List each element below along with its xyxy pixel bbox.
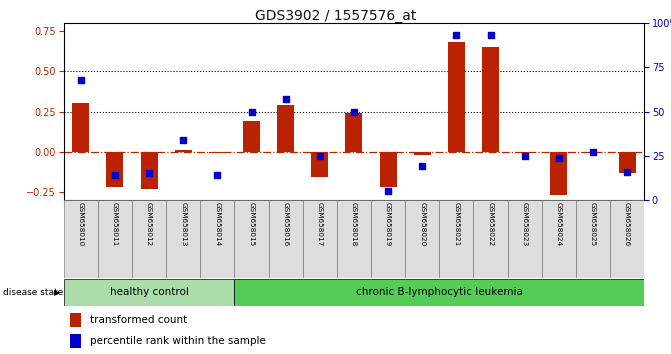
Bar — [541, 200, 576, 278]
Text: GSM658012: GSM658012 — [146, 202, 152, 247]
Point — [280, 96, 291, 102]
Point — [349, 109, 360, 114]
Text: GSM658022: GSM658022 — [488, 202, 494, 247]
Text: chronic B-lymphocytic leukemia: chronic B-lymphocytic leukemia — [356, 287, 523, 297]
Point — [315, 153, 325, 159]
Bar — [346, 113, 362, 152]
Bar — [64, 279, 234, 306]
Bar — [201, 200, 234, 278]
Text: GSM658016: GSM658016 — [282, 202, 289, 247]
Text: transformed count: transformed count — [90, 315, 187, 325]
Text: GSM658011: GSM658011 — [112, 202, 118, 247]
Bar — [140, 152, 158, 189]
Text: ▶: ▶ — [54, 288, 60, 297]
Point — [212, 172, 223, 178]
Text: GSM658025: GSM658025 — [590, 202, 596, 247]
Bar — [380, 152, 397, 187]
Bar — [482, 47, 499, 152]
Text: disease state: disease state — [3, 288, 64, 297]
Bar — [507, 200, 541, 278]
Point — [178, 137, 189, 143]
Bar — [64, 200, 98, 278]
Bar — [311, 152, 328, 177]
Point — [246, 109, 257, 114]
Bar — [610, 200, 644, 278]
Text: GSM658017: GSM658017 — [317, 202, 323, 247]
Bar — [405, 200, 440, 278]
Point — [554, 155, 564, 160]
Bar — [448, 42, 465, 152]
Bar — [584, 152, 601, 153]
Bar — [72, 103, 89, 152]
Text: GSM658013: GSM658013 — [180, 202, 187, 247]
Bar — [243, 121, 260, 152]
Bar — [414, 152, 431, 155]
Text: GSM658010: GSM658010 — [78, 202, 84, 247]
Text: GSM658026: GSM658026 — [624, 202, 630, 247]
Bar — [70, 334, 81, 348]
Point — [588, 149, 599, 155]
Bar — [474, 200, 507, 278]
Text: GSM658021: GSM658021 — [454, 202, 460, 247]
Bar — [371, 200, 405, 278]
Text: GSM658019: GSM658019 — [385, 202, 391, 247]
Point — [382, 188, 393, 194]
Bar — [277, 105, 294, 152]
Bar — [268, 200, 303, 278]
Text: percentile rank within the sample: percentile rank within the sample — [90, 336, 266, 346]
Text: GDS3902 / 1557576_at: GDS3902 / 1557576_at — [255, 9, 416, 23]
Bar — [516, 152, 533, 153]
Bar — [107, 152, 123, 187]
Point — [109, 172, 120, 178]
Point — [519, 153, 530, 159]
Bar — [234, 279, 644, 306]
Point — [75, 77, 86, 82]
Point — [417, 164, 427, 169]
Bar — [440, 200, 474, 278]
Bar — [234, 200, 268, 278]
Text: GSM658023: GSM658023 — [521, 202, 527, 247]
Text: healthy control: healthy control — [109, 287, 189, 297]
Point — [622, 169, 633, 175]
Text: GSM658014: GSM658014 — [214, 202, 220, 247]
Bar — [303, 200, 337, 278]
Point — [485, 33, 496, 38]
Bar — [619, 152, 635, 173]
Point — [144, 171, 154, 176]
Bar — [550, 152, 568, 195]
Text: GSM658018: GSM658018 — [351, 202, 357, 247]
Bar — [98, 200, 132, 278]
Bar — [576, 200, 610, 278]
Bar — [132, 200, 166, 278]
Bar — [174, 150, 192, 152]
Bar — [166, 200, 201, 278]
Text: GSM658024: GSM658024 — [556, 202, 562, 247]
Text: GSM658020: GSM658020 — [419, 202, 425, 247]
Bar — [70, 313, 81, 327]
Point — [451, 33, 462, 38]
Bar — [337, 200, 371, 278]
Bar — [209, 152, 226, 153]
Text: GSM658015: GSM658015 — [248, 202, 254, 247]
